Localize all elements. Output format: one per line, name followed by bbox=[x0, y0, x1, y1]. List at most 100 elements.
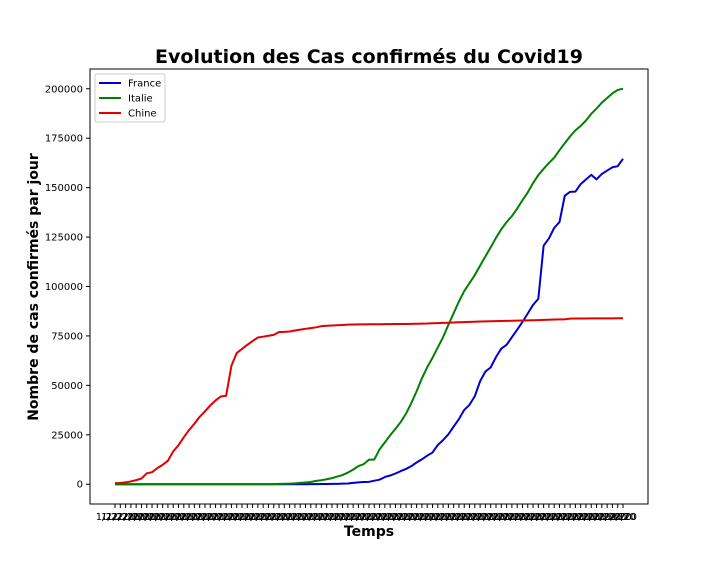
x-tick-label: 1/22/20 bbox=[498, 512, 537, 523]
x-tick-label: 1/22/20 bbox=[524, 512, 563, 523]
legend: France Italie Chine bbox=[94, 73, 166, 123]
x-tick-label: 1/22/20 bbox=[212, 512, 251, 523]
x-tick-label: 1/22/20 bbox=[514, 512, 553, 523]
x-tick-label: 1/22/20 bbox=[561, 512, 600, 523]
y-tick-label: 125000 bbox=[45, 233, 83, 244]
x-tick-label: 1/22/20 bbox=[461, 512, 500, 523]
x-tick-label: 1/22/20 bbox=[292, 512, 331, 523]
x-tick-label: 1/22/20 bbox=[207, 512, 246, 523]
x-tick-label: 1/22/20 bbox=[334, 512, 373, 523]
x-tick-label: 1/22/20 bbox=[403, 512, 442, 523]
x-axis: 1/22/201/22/201/22/201/22/201/22/201/22/… bbox=[96, 504, 637, 523]
x-tick-label: 1/22/20 bbox=[96, 512, 135, 523]
x-tick-label: 1/22/20 bbox=[397, 512, 436, 523]
x-axis-label: Temps bbox=[344, 524, 394, 540]
series-line-italie bbox=[115, 87, 624, 486]
x-tick-label: 1/22/20 bbox=[445, 512, 484, 523]
x-tick-label: 1/22/20 bbox=[530, 512, 569, 523]
x-tick-label: 1/22/20 bbox=[286, 512, 325, 523]
x-tick-label: 1/22/20 bbox=[466, 512, 505, 523]
x-tick-label: 1/22/20 bbox=[175, 512, 214, 523]
x-tick-label: 1/22/20 bbox=[112, 512, 151, 523]
x-tick-label: 1/22/20 bbox=[471, 512, 510, 523]
x-tick-label: 1/22/20 bbox=[196, 512, 235, 523]
x-tick-label: 1/22/20 bbox=[593, 512, 632, 523]
x-tick-label: 1/22/20 bbox=[376, 512, 415, 523]
x-tick-label: 1/22/20 bbox=[339, 512, 378, 523]
x-tick-label: 1/22/20 bbox=[101, 512, 140, 523]
x-tick-label: 1/22/20 bbox=[392, 512, 431, 523]
y-tick-label: 50000 bbox=[51, 381, 83, 392]
x-tick-label: 1/22/20 bbox=[556, 512, 595, 523]
y-tick-label: 200000 bbox=[45, 84, 83, 95]
legend-label-italie: Italie bbox=[128, 94, 153, 105]
x-tick-label: 1/22/20 bbox=[429, 512, 468, 523]
x-tick-label: 1/22/20 bbox=[149, 512, 188, 523]
plot-area bbox=[89, 68, 649, 505]
x-tick-label: 1/22/20 bbox=[270, 512, 309, 523]
x-tick-label: 1/22/20 bbox=[434, 512, 473, 523]
x-tick-label: 1/22/20 bbox=[487, 512, 526, 523]
x-tick-label: 1/22/20 bbox=[413, 512, 452, 523]
x-tick-label: 1/22/20 bbox=[344, 512, 383, 523]
x-tick-label: 1/22/20 bbox=[366, 512, 405, 523]
y-tick-label: 0 bbox=[77, 480, 83, 491]
x-tick-label: 1/22/20 bbox=[106, 512, 145, 523]
x-tick-label: 1/22/20 bbox=[456, 512, 495, 523]
x-tick-label: 1/22/20 bbox=[477, 512, 516, 523]
x-tick-label: 1/22/20 bbox=[154, 512, 193, 523]
y-axis-label: Nombre de cas confirmés par jour bbox=[26, 153, 42, 421]
x-tick-label: 1/22/20 bbox=[567, 512, 606, 523]
series-lines bbox=[114, 87, 624, 486]
x-tick-label: 1/22/20 bbox=[535, 512, 574, 523]
y-tick-label: 150000 bbox=[45, 183, 83, 194]
x-tick-label: 1/22/20 bbox=[133, 512, 172, 523]
x-tick-label: 1/22/20 bbox=[583, 512, 622, 523]
x-tick-label: 1/22/20 bbox=[508, 512, 547, 523]
x-tick-label: 1/22/20 bbox=[318, 512, 357, 523]
x-tick-label: 1/22/20 bbox=[159, 512, 198, 523]
x-tick-label: 1/22/20 bbox=[588, 512, 627, 523]
x-tick-label: 1/22/20 bbox=[551, 512, 590, 523]
x-tick-label: 1/22/20 bbox=[170, 512, 209, 523]
y-axis: 0 25000 50000 75000 100000 125000 150000 175000… bbox=[45, 84, 90, 491]
legend-label-france: France bbox=[128, 79, 161, 90]
x-tick-label: 1/22/20 bbox=[249, 512, 288, 523]
x-tick-label: 1/22/20 bbox=[223, 512, 262, 523]
x-tick-label: 1/22/20 bbox=[127, 512, 166, 523]
x-tick-label: 1/22/20 bbox=[117, 512, 156, 523]
x-tick-label: 1/22/20 bbox=[323, 512, 362, 523]
x-tick-label: 1/22/20 bbox=[302, 512, 341, 523]
x-tick-label: 2020 bbox=[610, 512, 635, 523]
x-tick-label: 1/22/20 bbox=[450, 512, 489, 523]
x-tick-label: 1/22/20 bbox=[408, 512, 447, 523]
series-line-chine bbox=[114, 317, 624, 485]
x-tick-label: 1/22/20 bbox=[276, 512, 315, 523]
x-tick-label: 1/22/20 bbox=[202, 512, 241, 523]
x-tick-label: 1/22/20 bbox=[329, 512, 368, 523]
x-tick-label: 1/22/20 bbox=[371, 512, 410, 523]
x-tick-label: 1/22/20 bbox=[122, 512, 161, 523]
x-tick-label: 1/22/20 bbox=[572, 512, 611, 523]
x-tick-label: 1/22/20 bbox=[265, 512, 304, 523]
x-tick-label: 1/22/20 bbox=[381, 512, 420, 523]
x-tick-label: 1/22/20 bbox=[503, 512, 542, 523]
x-tick-label: 1/22/20 bbox=[482, 512, 521, 523]
x-tick-label: 1/22/20 bbox=[254, 512, 293, 523]
x-tick-label: 1/22/20 bbox=[419, 512, 458, 523]
x-tick-label: 1/22/20 bbox=[355, 512, 394, 523]
x-tick-label: 1/22/20 bbox=[233, 512, 272, 523]
x-tick-label: 1/22/20 bbox=[577, 512, 616, 523]
x-tick-label: 1/22/20 bbox=[424, 512, 463, 523]
x-tick-label: 1/22/20 bbox=[143, 512, 182, 523]
x-tick-label: 1/22/20 bbox=[239, 512, 278, 523]
x-tick-label: 1/22/20 bbox=[540, 512, 579, 523]
x-tick-label: 1/22/20 bbox=[546, 512, 585, 523]
y-tick-label: 175000 bbox=[45, 134, 83, 145]
x-tick-label: 1/22/20 bbox=[440, 512, 479, 523]
x-tick-label: 1/22/20 bbox=[138, 512, 177, 523]
legend-box bbox=[94, 73, 166, 123]
x-tick-label: 1/22/20 bbox=[313, 512, 352, 523]
x-tick-label: 1/22/20 bbox=[598, 512, 637, 523]
